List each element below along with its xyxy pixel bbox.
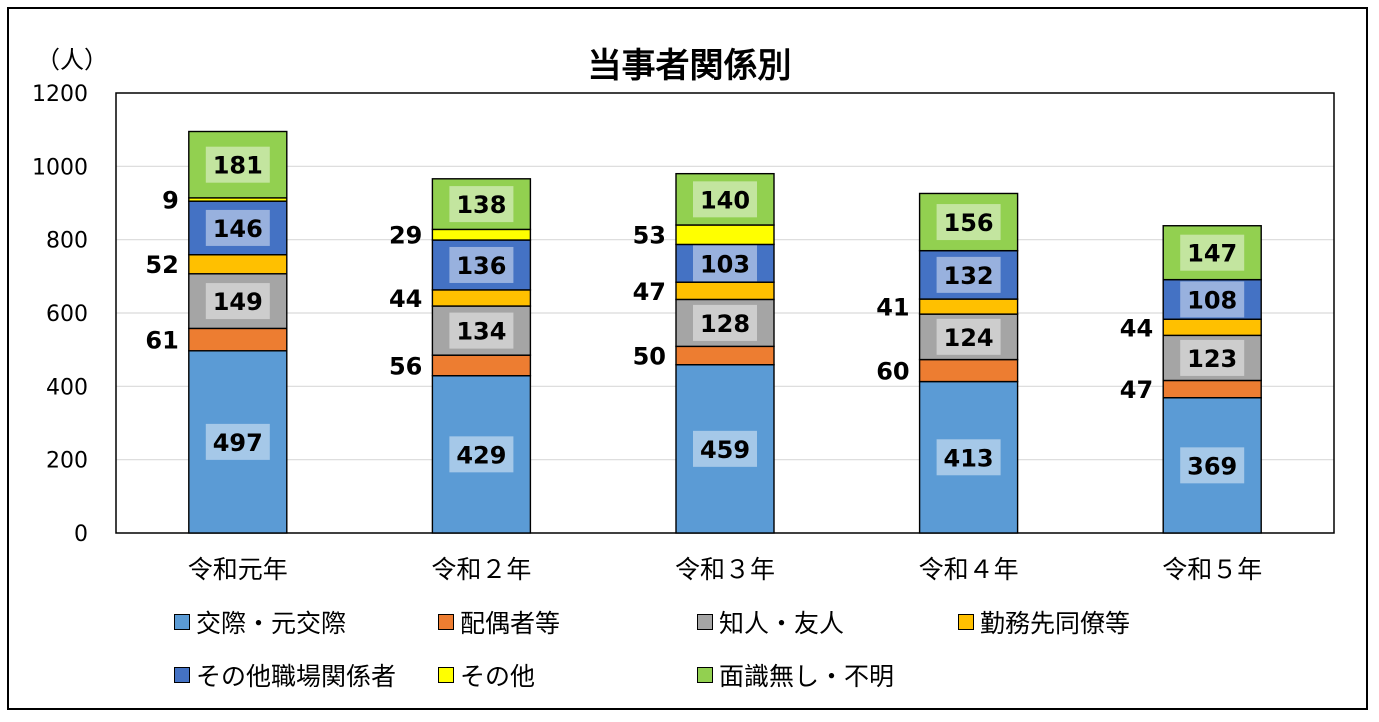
y-axis-unit-label: （人）	[36, 46, 108, 74]
data-label: 136	[456, 252, 506, 280]
x-tick-label: 令和５年	[1162, 555, 1262, 584]
x-tick-label: 令和元年	[188, 555, 288, 584]
bar-segment	[188, 200, 288, 256]
data-label-box	[693, 304, 757, 341]
data-label: 138	[456, 191, 506, 219]
y-tick-label: 1200	[32, 82, 88, 107]
data-label: 50	[633, 343, 666, 371]
data-label: 146	[213, 215, 263, 243]
bar-segment	[1162, 397, 1262, 534]
data-label-box	[693, 181, 757, 218]
bar-segment	[918, 298, 1019, 315]
data-label: 124	[944, 324, 994, 352]
data-label: 47	[633, 278, 666, 306]
bar-segment	[1162, 225, 1262, 281]
bar-segment	[675, 345, 775, 366]
data-label: 123	[1187, 345, 1237, 373]
bar-segment	[918, 249, 1019, 300]
data-label-box	[936, 439, 1001, 476]
y-tick-label: 400	[46, 375, 88, 400]
y-tick-label: 200	[46, 449, 88, 474]
bar-segment	[675, 298, 775, 348]
data-label: 459	[700, 436, 750, 464]
bar-segment	[188, 327, 288, 352]
data-label-box	[1180, 447, 1245, 484]
data-label-box	[1180, 281, 1245, 318]
y-tick-label: 0	[74, 522, 88, 547]
data-label: 103	[700, 250, 750, 278]
data-label: 140	[700, 186, 750, 214]
bar-segment	[188, 273, 288, 330]
data-label: 181	[213, 152, 263, 180]
data-label-box	[1180, 234, 1245, 271]
data-label: 52	[145, 251, 178, 279]
bar-segment	[918, 358, 1019, 383]
bar-segment	[675, 364, 775, 534]
bar-segment	[431, 354, 532, 377]
bar-segment	[431, 289, 532, 307]
bar-segment	[188, 130, 288, 199]
data-label-box	[449, 246, 514, 283]
bar-segment	[431, 375, 532, 534]
data-label-box	[936, 318, 1001, 355]
data-label-box	[449, 436, 514, 473]
bar-segment	[1162, 278, 1262, 320]
data-label: 429	[456, 441, 506, 469]
bar-segment	[918, 192, 1019, 252]
data-label-box	[205, 146, 270, 183]
data-label: 128	[700, 310, 750, 338]
data-label: 61	[145, 327, 178, 355]
data-label-box	[449, 186, 514, 223]
bar-segment	[675, 172, 775, 226]
data-label: 41	[876, 294, 909, 322]
data-label: 147	[1187, 240, 1237, 268]
data-label: 413	[944, 444, 994, 472]
data-label-box	[205, 209, 270, 246]
data-label: 53	[633, 222, 666, 250]
x-tick-label: 令和３年	[675, 555, 775, 584]
x-tick-label: 令和２年	[431, 555, 531, 584]
data-label-box	[205, 283, 270, 320]
bar-segment	[1162, 318, 1262, 337]
bar-segment	[1162, 334, 1262, 382]
y-tick-label: 600	[46, 302, 88, 327]
data-label: 149	[213, 288, 263, 316]
data-label: 47	[1120, 376, 1153, 404]
bar-segment	[431, 239, 532, 291]
data-label: 56	[389, 352, 422, 380]
data-label: 497	[213, 429, 263, 457]
data-label: 134	[456, 318, 506, 346]
data-label: 132	[944, 262, 994, 290]
bar-segment	[431, 305, 532, 356]
data-label: 60	[876, 358, 909, 386]
bar-segment	[1162, 379, 1262, 399]
bar-segment	[918, 380, 1019, 534]
x-tick-label: 令和４年	[919, 555, 1019, 584]
data-label-box	[936, 256, 1001, 293]
data-label-box	[693, 430, 757, 467]
data-label: 29	[389, 222, 422, 250]
data-label: 108	[1187, 286, 1237, 314]
data-label: 369	[1187, 452, 1237, 480]
y-tick-label: 1000	[32, 155, 88, 180]
bar-segment	[431, 228, 532, 241]
data-label: 9	[162, 187, 179, 215]
data-label-box	[205, 423, 270, 460]
bar-segment	[918, 313, 1019, 361]
data-label-box	[693, 245, 757, 282]
data-label: 44	[389, 285, 422, 313]
chart-title: 当事者関係別	[587, 46, 792, 86]
data-label: 156	[944, 209, 994, 237]
y-tick-label: 800	[46, 229, 88, 254]
bar-segment	[675, 281, 775, 301]
bar-segment	[188, 350, 288, 534]
data-label: 44	[1120, 314, 1153, 342]
bar-segment	[675, 224, 775, 246]
data-label-box	[936, 204, 1001, 241]
data-label-box	[1180, 339, 1245, 376]
bar-segment	[188, 253, 288, 275]
data-label-box	[449, 312, 514, 349]
bar-segment	[431, 178, 532, 231]
